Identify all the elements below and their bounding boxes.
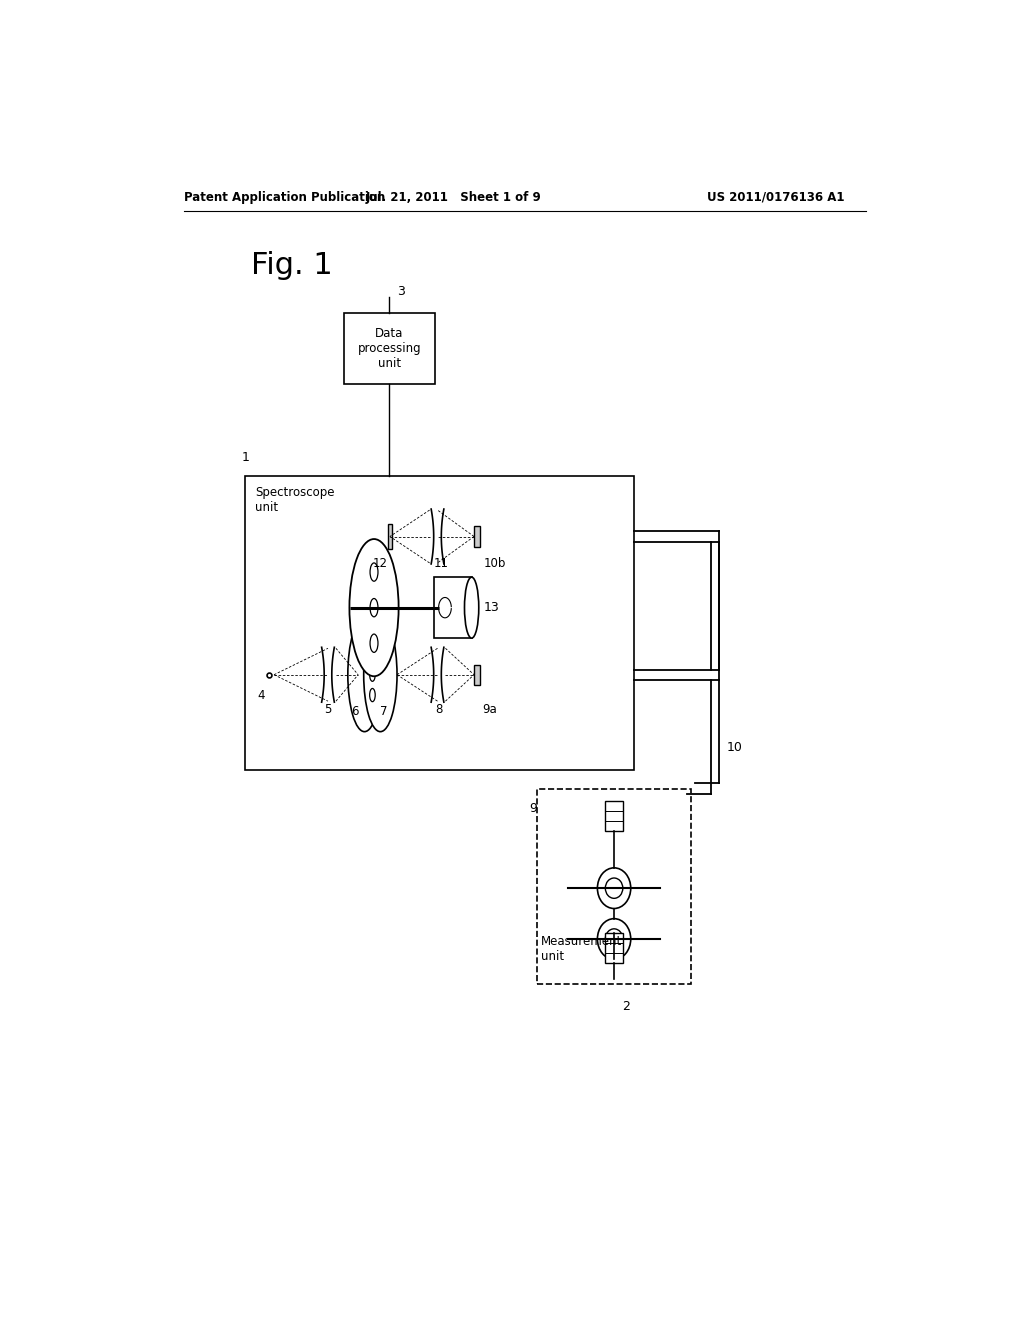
Ellipse shape [370, 648, 375, 661]
Text: 9: 9 [528, 803, 537, 816]
Bar [246, 475, 634, 771]
Text: Measurement
unit: Measurement unit [541, 936, 622, 964]
Ellipse shape [370, 634, 378, 652]
Text: 7: 7 [380, 705, 387, 718]
Bar [474, 664, 479, 685]
Text: 3: 3 [397, 285, 406, 298]
Text: 10: 10 [727, 742, 743, 755]
Text: 8: 8 [435, 704, 442, 717]
Ellipse shape [364, 618, 397, 731]
Text: 11: 11 [434, 557, 449, 570]
Ellipse shape [597, 919, 631, 960]
Bar [605, 801, 623, 832]
Bar [433, 577, 472, 638]
Ellipse shape [605, 878, 623, 899]
Text: Jul. 21, 2011   Sheet 1 of 9: Jul. 21, 2011 Sheet 1 of 9 [366, 190, 542, 203]
Text: 6: 6 [351, 705, 358, 718]
Ellipse shape [370, 689, 375, 702]
Text: 9a: 9a [482, 704, 498, 717]
Bar [344, 313, 435, 384]
Ellipse shape [465, 577, 479, 638]
Bar [387, 524, 392, 549]
Text: Patent Application Publication: Patent Application Publication [183, 190, 385, 203]
Ellipse shape [605, 929, 623, 949]
Text: 13: 13 [483, 601, 500, 614]
Bar [537, 788, 691, 983]
Text: 2: 2 [622, 999, 630, 1012]
Text: 12: 12 [373, 557, 388, 570]
Text: 10b: 10b [483, 557, 506, 570]
Ellipse shape [348, 618, 381, 731]
Ellipse shape [370, 598, 378, 616]
Text: 5: 5 [325, 704, 332, 717]
Text: US 2011/0176136 A1: US 2011/0176136 A1 [708, 190, 845, 203]
Ellipse shape [370, 668, 375, 681]
Text: 4: 4 [258, 689, 265, 702]
Text: Data
processing
unit: Data processing unit [357, 327, 421, 370]
Bar [605, 933, 623, 964]
Ellipse shape [349, 539, 398, 676]
Text: Fig. 1: Fig. 1 [251, 251, 333, 280]
Text: Spectroscope
unit: Spectroscope unit [255, 486, 335, 513]
Text: 1: 1 [242, 450, 250, 463]
Bar [474, 527, 479, 546]
Ellipse shape [597, 867, 631, 908]
Ellipse shape [370, 562, 378, 581]
